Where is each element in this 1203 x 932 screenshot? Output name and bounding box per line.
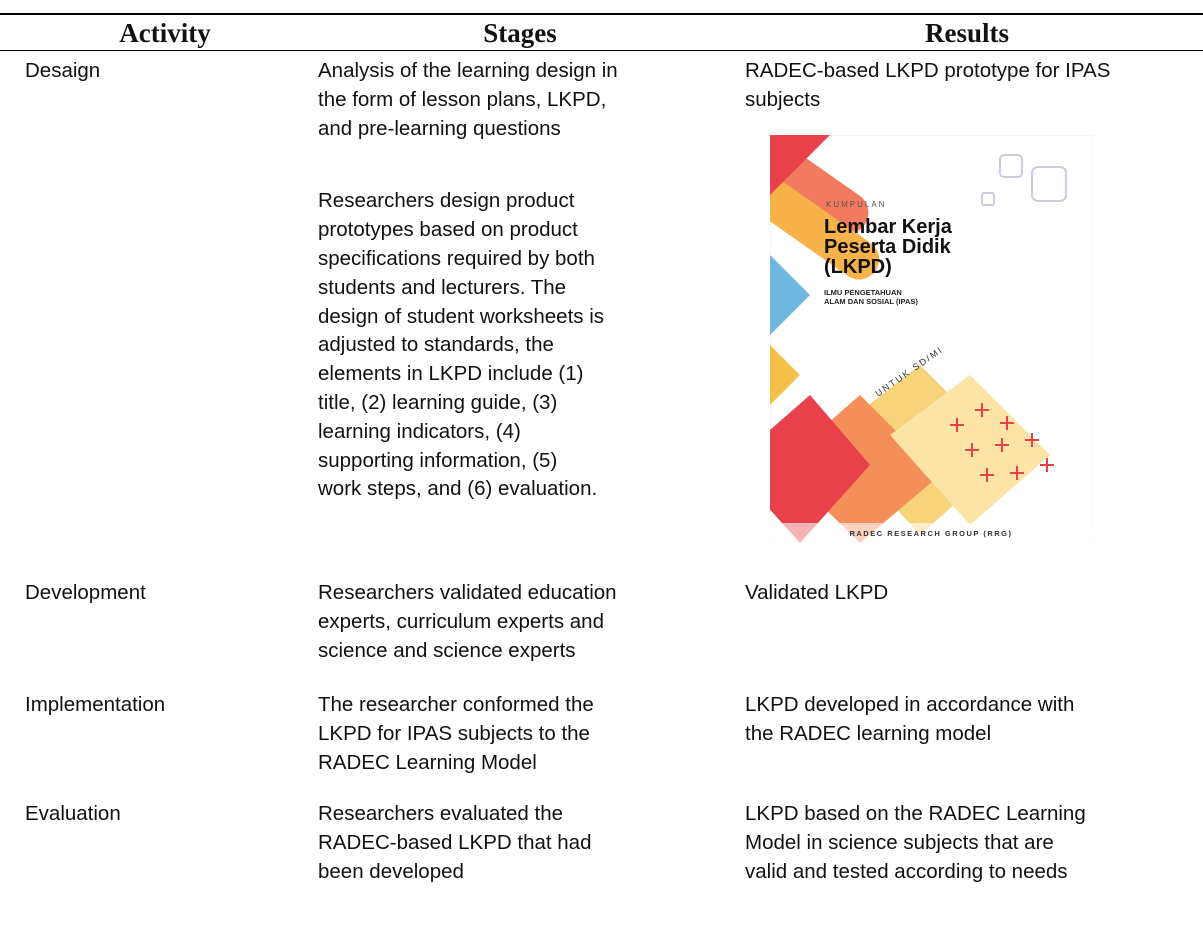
cover-title: (LKPD) [824, 256, 892, 278]
stage-line: students and lecturers. The [318, 275, 567, 299]
stage-line: prototypes based on product [318, 218, 578, 242]
stage-line: been developed [318, 859, 464, 883]
column-header: Activity [119, 18, 211, 48]
stage-line: science and science experts [318, 638, 576, 662]
activity-cell: Development [25, 581, 146, 604]
stage-line: Researchers design product [318, 189, 575, 213]
stage-line: the form of lesson plans, LKPD, [318, 87, 607, 111]
stage-line: work steps, and (6) evaluation. [318, 477, 598, 501]
cover-kicker: KUMPULAN [826, 200, 886, 209]
activity-cell: Desaign [25, 59, 101, 82]
stage-line: LKPD for IPAS subjects to the [318, 721, 590, 745]
top-rule [0, 13, 1203, 15]
cover-publisher: RADEC RESEARCH GROUP (RRG) [849, 529, 1012, 538]
column-header: Results [924, 18, 1010, 48]
stage-line: design of student worksheets is [318, 304, 605, 328]
cover-subtitle: ILMU PENGETAHUAN [824, 288, 902, 297]
stage-line: Researchers validated education [318, 581, 617, 604]
stage-line: experts, curriculum experts and [318, 609, 604, 633]
activity-cell: Evaluation [25, 802, 121, 825]
stage-line: The researcher conformed the [318, 693, 594, 716]
cover-subtitle: ALAM DAN SOSIAL (IPAS) [824, 297, 918, 306]
stage-line: learning indicators, (4) [318, 419, 521, 443]
stage-line: Analysis of the learning design in [318, 59, 618, 82]
header-rule [0, 50, 1203, 51]
result-line: RADEC-based LKPD prototype for IPAS [745, 59, 1111, 82]
column-header: Stages [483, 18, 557, 48]
stage-line: elements in LKPD include (1) [318, 362, 584, 386]
stage-line: and pre-learning questions [318, 116, 561, 140]
cover-title: Peserta Didik [824, 236, 952, 258]
stage-line: adjusted to standards, the [318, 333, 554, 357]
cover-title: Lembar Kerja [824, 216, 953, 238]
result-line: subjects [745, 87, 821, 111]
result-line: LKPD developed in accordance with [745, 693, 1075, 716]
result-line: Validated LKPD [745, 581, 889, 604]
activity-cell: Implementation [25, 693, 166, 716]
stage-line: RADEC Learning Model [318, 750, 537, 774]
stage-line: Researchers evaluated the [318, 802, 564, 825]
stage-line: specifications required by both [318, 247, 595, 270]
result-line: valid and tested according to needs [745, 859, 1068, 883]
stage-line: title, (2) learning guide, (3) [318, 391, 558, 414]
stage-line: supporting information, (5) [318, 448, 558, 472]
result-line: the RADEC learning model [745, 721, 992, 745]
result-line: Model in science subjects that are [745, 830, 1054, 854]
result-line: LKPD based on the RADEC Learning [745, 802, 1086, 825]
stage-line: RADEC-based LKPD that had [318, 830, 592, 854]
